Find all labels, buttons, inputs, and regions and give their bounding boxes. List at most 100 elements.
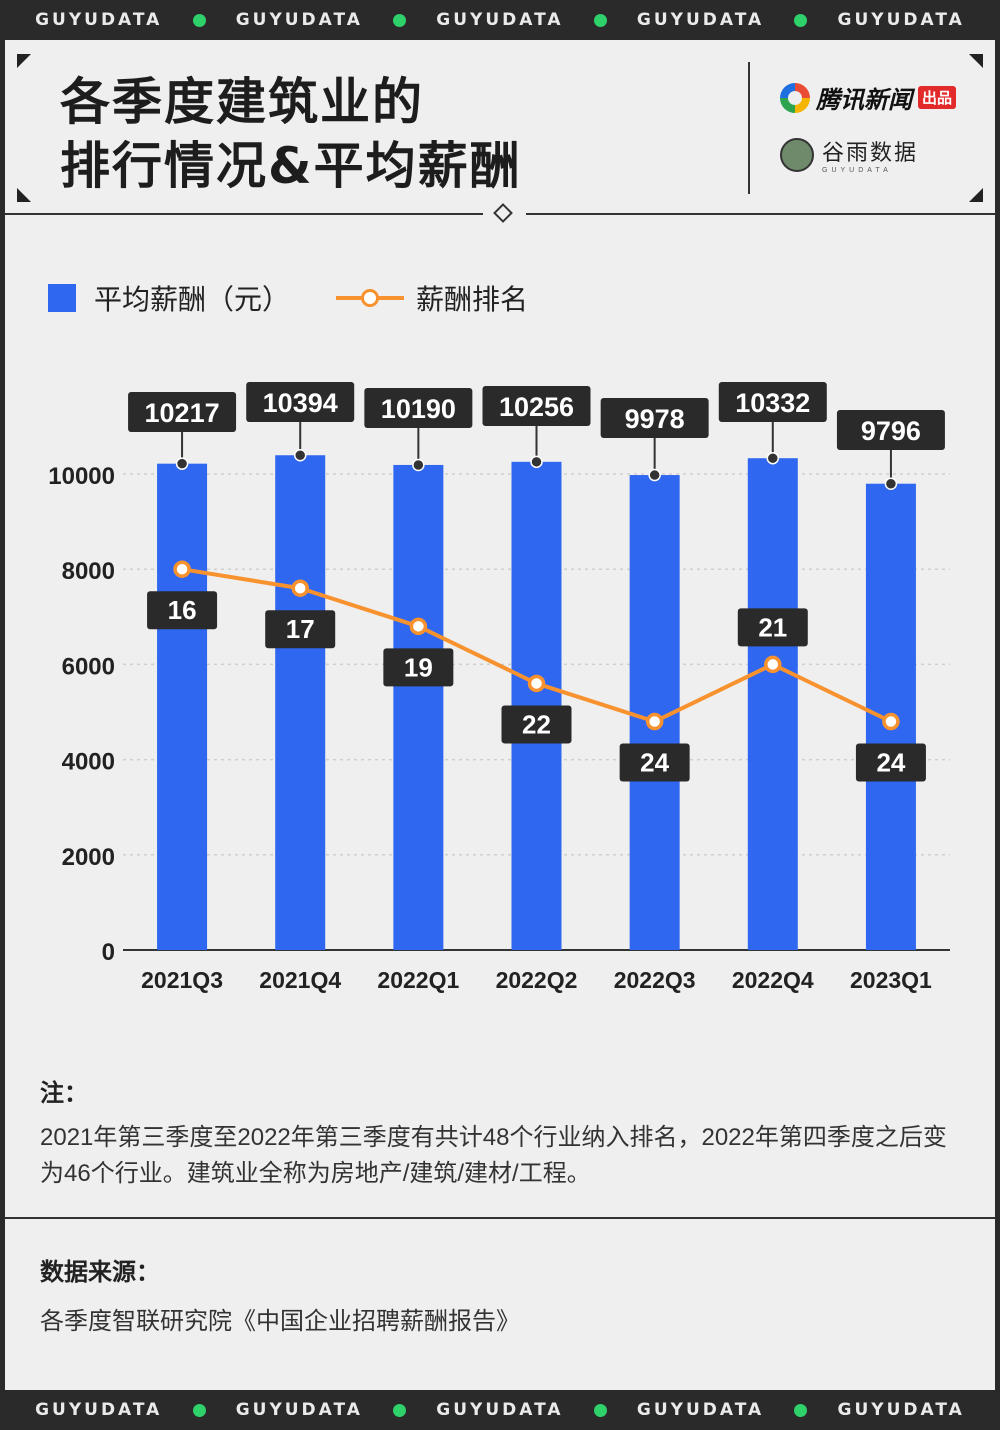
section-divider [5,1217,995,1219]
ticker-word: GUYUDATA [837,10,965,30]
rank-point [291,579,309,597]
ticker-word: GUYUDATA [235,10,363,30]
callout-dot [766,451,780,465]
title-line-2: 排行情况&平均薪酬 [60,137,522,195]
note-body: 2021年第三季度至2022年第三季度有共计48个行业纳入排名，2022年第四季… [40,1124,947,1187]
bar-value-box [836,410,945,450]
note-heading: 注： [40,1080,88,1107]
ticker-word: GUYUDATA [636,10,765,30]
y-tick-label: 2000 [62,844,115,871]
guyu-logo-icon [780,137,814,172]
bar-value-box [128,392,237,432]
rank-label: 22 [522,709,551,739]
bar-value-label: 10256 [499,392,574,422]
bar-value-box [718,382,827,422]
rank-point [882,712,900,731]
brand1-tag: 出品 [918,86,957,109]
bar-value-label: 10190 [381,394,456,424]
bar-value-label: 10394 [263,388,338,418]
ticker-dot [192,13,206,27]
rank-label-box [619,743,690,782]
ticker-dot [393,1403,407,1417]
ticker-dot [393,13,407,27]
rank-point [409,617,428,636]
x-tick-label: 2022Q1 [377,967,459,993]
corner-mark [969,54,983,68]
bar-value-box [482,386,591,426]
salary-rank-chart: 0 2000 4000 6000 8000 10000 2021Q3 2021Q4 2022Q1… [48,382,950,993]
x-tick-label: 2022Q4 [732,967,814,993]
rank-label-box [737,608,808,647]
x-tick-label: 2023Q1 [850,967,932,993]
title-line-1: 各季度建筑业的 [60,73,424,131]
brand2-name: 谷雨数据 [822,141,919,166]
bar-value-box [600,398,709,438]
bar-value-box [246,382,355,422]
ticker-word: GUYUDATA [35,10,163,30]
salary-bar [393,464,444,950]
legend-line-label: 薪酬排名 [416,284,529,315]
chart-legend: 平均薪酬（元） 薪酬排名 [48,278,528,318]
rank-label-box [147,591,218,630]
rank-point [527,674,546,693]
y-tick-label: 10000 [48,463,115,490]
x-tick-label: 2022Q3 [614,967,696,993]
callout-dot [648,468,661,482]
rank-label-box [501,705,572,744]
rank-label: 21 [758,612,787,642]
poster-card: 各季度建筑业的 排行情况&平均薪酬 腾讯新闻 出品 谷雨数据 GUYUDATA … [5,40,995,1390]
salary-bar [157,463,208,950]
callout-dot [293,448,307,462]
rank-label: 16 [168,595,197,625]
header-rule-left [5,213,483,215]
page-title: 各季度建筑业的 排行情况&平均薪酬 [60,70,522,198]
y-tick-label: 8000 [62,558,115,585]
note-section: 注： 2021年第三季度至2022年第三季度有共计48个行业纳入排名，2022年… [40,1073,970,1192]
callout-dot [175,457,189,470]
legend-bar-swatch [48,284,76,312]
bar-value-label: 10332 [735,388,810,418]
y-tick-label: 6000 [62,653,115,680]
ticker-word: GUYUDATA [235,1400,363,1420]
rank-point [764,655,782,674]
source-heading: 数据来源： [40,1259,160,1286]
rank-label-box [383,648,454,687]
bottom-ticker: GUYUDATA GUYUDATA GUYUDATA GUYUDATA GUYU… [0,1390,1000,1430]
top-ticker: GUYUDATA GUYUDATA GUYUDATA GUYUDATA GUYU… [0,0,1000,40]
legend-line-swatch [336,284,405,312]
callout-dot [412,458,425,472]
brand1-name: 腾讯新闻 [816,86,912,114]
ticker-word: GUYUDATA [436,10,564,30]
y-tick-label: 0 [102,939,115,966]
x-tick-label: 2021Q4 [259,967,341,993]
tencent-news-brand: 腾讯新闻 出品 [780,80,957,115]
source-body: 各季度智联研究院《中国企业招聘薪酬报告》 [40,1308,520,1335]
header-divider [748,62,750,194]
callout-dot [530,455,543,469]
corner-mark [17,188,31,202]
rank-point [645,712,664,731]
ticker-word: GUYUDATA [837,1400,965,1420]
ticker-dot [794,13,808,27]
bar-value-label: 10217 [145,398,220,428]
salary-bar [747,458,798,950]
rank-label-box [855,743,926,782]
brand2-sub: GUYUDATA [822,167,892,174]
salary-bar [275,455,326,950]
ticker-dot [192,1403,206,1417]
y-tick-label: 4000 [62,749,115,776]
rank-label: 24 [640,748,669,778]
x-tick-label: 2022Q2 [496,967,578,993]
corner-mark [17,54,31,68]
rank-label: 19 [404,652,433,682]
ticker-dot [593,1403,607,1417]
corner-mark [969,188,983,202]
guyu-data-brand: 谷雨数据 GUYUDATA [780,135,918,174]
bar-value-box [364,388,473,428]
tencent-news-logo-icon [780,82,810,113]
ticker-word: GUYUDATA [35,1400,163,1420]
rank-label: 17 [286,614,315,644]
header-rule-right [526,213,995,215]
ticker-word: GUYUDATA [636,1400,765,1420]
bar-value-label: 9796 [861,416,921,446]
